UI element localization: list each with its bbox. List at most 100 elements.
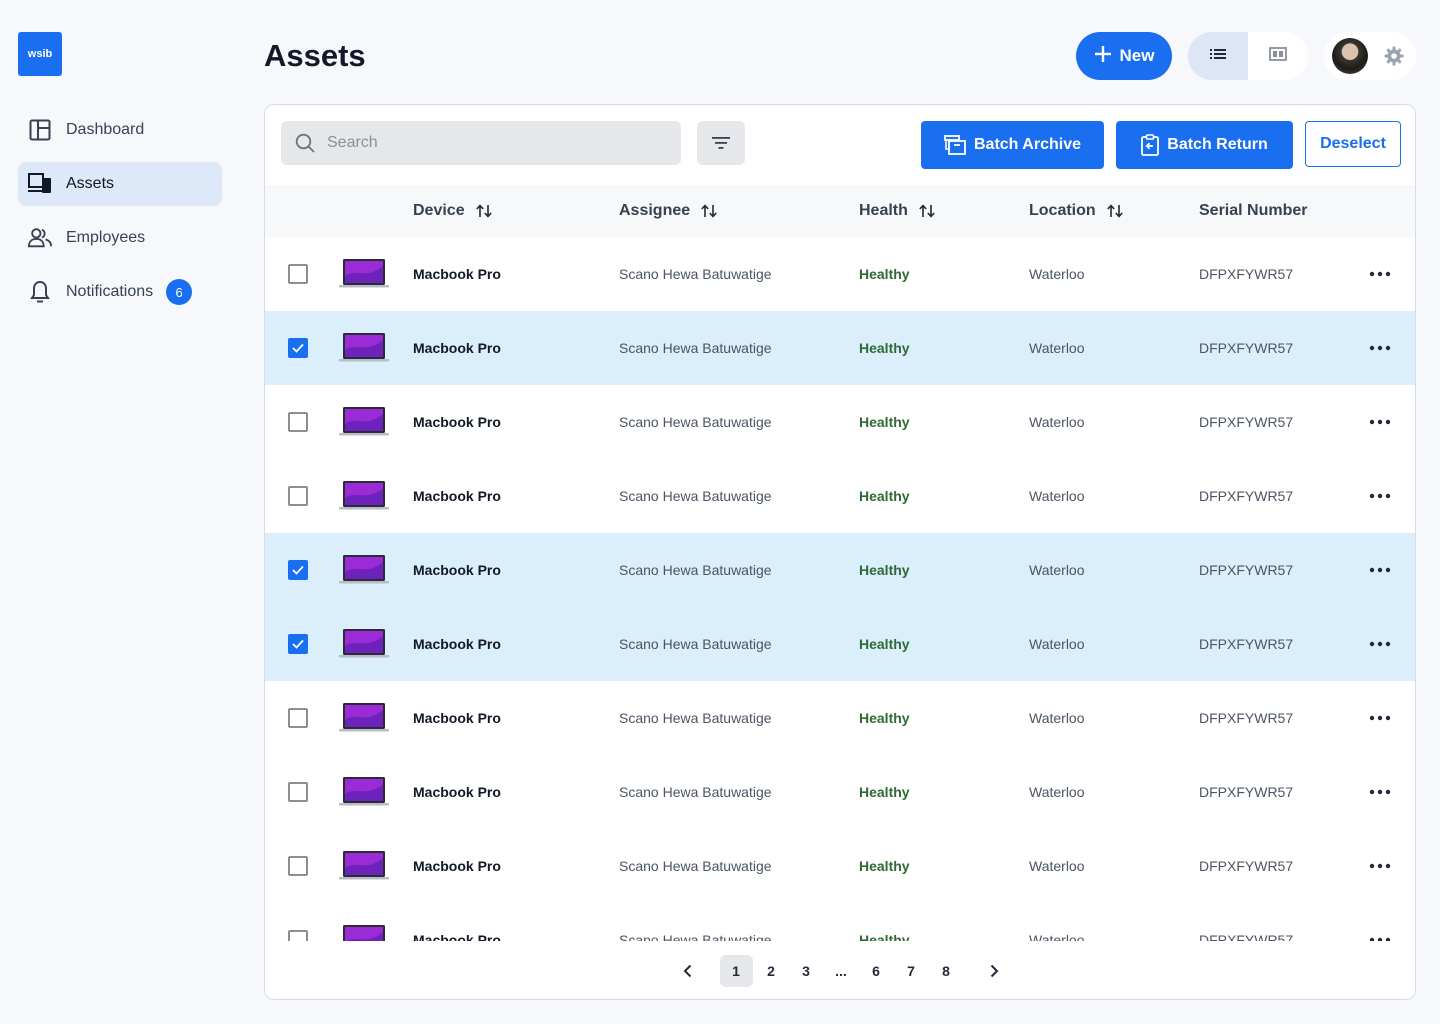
table-row[interactable]: Macbook Pro Scano Hewa Batuwatige Health… [265, 681, 1415, 755]
device-name: Macbook Pro [413, 414, 501, 430]
dashboard-icon [28, 118, 52, 142]
filter-button[interactable] [697, 121, 745, 165]
health-status: Healthy [859, 340, 910, 356]
view-mode-toggle [1188, 32, 1308, 80]
sidebar-item-notifications[interactable]: Notifications 6 [18, 270, 222, 314]
table-row[interactable]: Macbook Pro Scano Hewa Batuwatige Health… [265, 533, 1415, 607]
laptop-icon [339, 480, 389, 512]
table-row[interactable]: Macbook Pro Scano Hewa Batuwatige Health… [265, 607, 1415, 681]
table-row[interactable]: Macbook Pro Scano Hewa Batuwatige Health… [265, 903, 1415, 941]
sidebar-item-employees[interactable]: Employees [18, 216, 222, 260]
laptop-icon [339, 776, 389, 808]
table-row[interactable]: Macbook Pro Scano Hewa Batuwatige Health… [265, 459, 1415, 533]
row-checkbox[interactable] [288, 486, 308, 506]
location: Waterloo [1029, 562, 1085, 578]
search-input[interactable] [327, 134, 647, 152]
row-actions-button[interactable] [1369, 607, 1391, 681]
row-actions-button[interactable] [1369, 903, 1391, 941]
sidebar-item-dashboard[interactable]: Dashboard [18, 108, 222, 152]
assignee-name: Scano Hewa Batuwatige [619, 710, 772, 726]
bell-icon [28, 280, 52, 304]
row-checkbox[interactable] [288, 338, 308, 358]
row-actions-button[interactable] [1369, 311, 1391, 385]
serial-number: DFPXFYWR57 [1199, 636, 1294, 652]
row-actions-button[interactable] [1369, 681, 1391, 755]
next-page-button[interactable] [978, 955, 1011, 987]
chevron-right-icon [989, 964, 999, 978]
column-label: Health [859, 202, 908, 219]
row-actions-button[interactable] [1369, 237, 1391, 311]
assignee-name: Scano Hewa Batuwatige [619, 266, 772, 282]
row-actions-button[interactable] [1369, 533, 1391, 607]
batch-archive-button[interactable]: Batch Archive [921, 121, 1104, 169]
sidebar-item-label: Dashboard [66, 121, 145, 138]
row-checkbox[interactable] [288, 412, 308, 432]
assets-table-card: Batch Archive Batch Return Deselect Devi… [264, 104, 1416, 1000]
sidebar-item-label: Notifications [66, 283, 154, 300]
page-button-8[interactable]: 8 [942, 963, 950, 979]
more-horizontal-icon [1369, 789, 1391, 795]
row-checkbox[interactable] [288, 264, 308, 284]
table-row[interactable]: Macbook Pro Scano Hewa Batuwatige Health… [265, 385, 1415, 459]
avatar[interactable] [1332, 38, 1368, 74]
table-row[interactable]: Macbook Pro Scano Hewa Batuwatige Health… [265, 311, 1415, 385]
more-horizontal-icon [1369, 863, 1391, 869]
health-status: Healthy [859, 488, 910, 504]
device-name: Macbook Pro [413, 858, 501, 874]
page-title: Assets [264, 38, 366, 73]
device-name: Macbook Pro [413, 488, 501, 504]
row-actions-button[interactable] [1369, 829, 1391, 903]
page-button-7[interactable]: 7 [907, 963, 915, 979]
health-status: Healthy [859, 932, 910, 941]
batch-archive-label: Batch Archive [974, 136, 1081, 153]
row-actions-button[interactable] [1369, 755, 1391, 829]
assignee-name: Scano Hewa Batuwatige [619, 488, 772, 504]
row-checkbox[interactable] [288, 782, 308, 802]
page-numbers: 1 2 3... 6 7 8 [719, 955, 964, 987]
more-horizontal-icon [1369, 345, 1391, 351]
page-button-6[interactable]: 6 [872, 963, 880, 979]
device-name: Macbook Pro [413, 562, 501, 578]
location: Waterloo [1029, 784, 1085, 800]
assignee-name: Scano Hewa Batuwatige [619, 784, 772, 800]
column-label: Assignee [619, 202, 691, 219]
column-header-device[interactable]: Device [413, 185, 493, 237]
row-checkbox[interactable] [288, 930, 308, 941]
archive-icon [944, 135, 966, 155]
page-button-3[interactable]: 3 [802, 963, 810, 979]
deselect-button[interactable]: Deselect [1305, 121, 1401, 167]
sidebar-item-assets[interactable]: Assets [18, 162, 222, 206]
table-row[interactable]: Macbook Pro Scano Hewa Batuwatige Health… [265, 829, 1415, 903]
batch-return-button[interactable]: Batch Return [1116, 121, 1293, 169]
app-logo[interactable]: wsib [18, 32, 62, 76]
column-header-health[interactable]: Health [859, 185, 936, 237]
table-row[interactable]: Macbook Pro Scano Hewa Batuwatige Health… [265, 237, 1415, 311]
row-checkbox[interactable] [288, 560, 308, 580]
sidebar-item-label: Assets [66, 175, 115, 192]
card-view-button[interactable] [1248, 32, 1308, 80]
row-checkbox[interactable] [288, 708, 308, 728]
previous-page-button[interactable] [672, 955, 705, 987]
new-asset-button[interactable]: New [1076, 32, 1172, 80]
health-status: Healthy [859, 266, 910, 282]
sidebar-nav: Dashboard Assets Employees Notifications… [18, 108, 222, 324]
assignee-name: Scano Hewa Batuwatige [619, 414, 772, 430]
column-header-assignee[interactable]: Assignee [619, 185, 718, 237]
list-view-button[interactable] [1188, 32, 1248, 80]
laptop-icon [339, 702, 389, 734]
page-button-2[interactable]: 2 [767, 963, 775, 979]
column-header-location[interactable]: Location [1029, 185, 1124, 237]
gear-icon[interactable] [1384, 46, 1404, 66]
location: Waterloo [1029, 932, 1085, 941]
row-checkbox[interactable] [288, 634, 308, 654]
row-actions-button[interactable] [1369, 459, 1391, 533]
serial-number: DFPXFYWR57 [1199, 266, 1294, 282]
search-box [281, 121, 681, 165]
serial-number: DFPXFYWR57 [1199, 340, 1294, 356]
page-button-1[interactable]: 1 [719, 955, 753, 987]
row-actions-button[interactable] [1369, 385, 1391, 459]
row-checkbox[interactable] [288, 856, 308, 876]
table-row[interactable]: Macbook Pro Scano Hewa Batuwatige Health… [265, 755, 1415, 829]
laptop-icon [339, 924, 389, 941]
column-label: Device [413, 202, 465, 219]
